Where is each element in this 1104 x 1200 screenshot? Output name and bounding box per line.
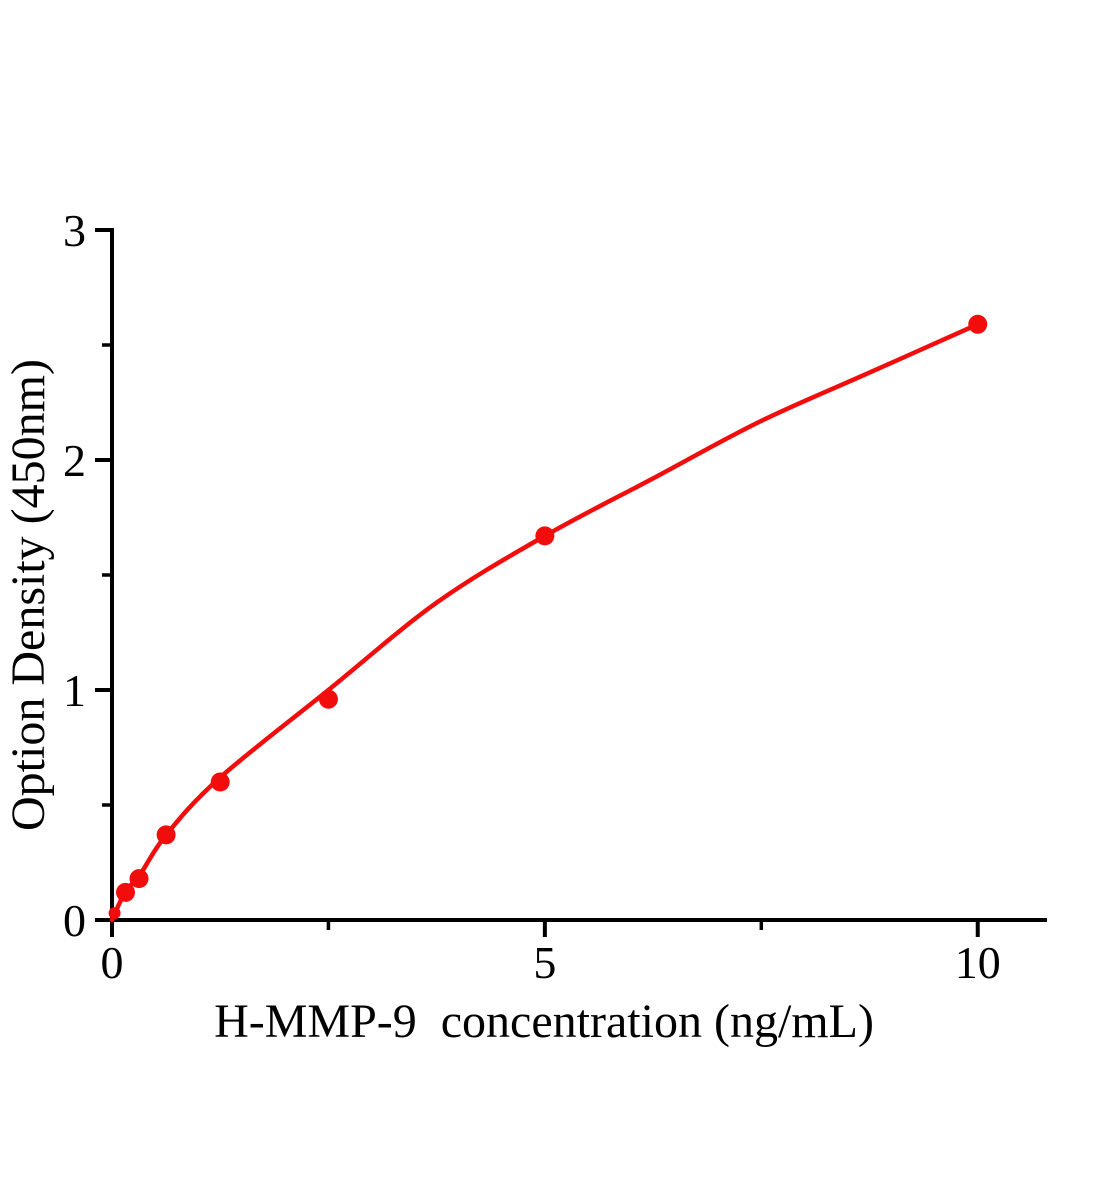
- y-axis-title: Option Density (450nm): [2, 359, 55, 831]
- x-axis-title: H-MMP-9 concentration (ng/mL): [214, 995, 874, 1048]
- x-tick-label: 0: [101, 937, 124, 988]
- data-point: [535, 526, 555, 546]
- data-point: [129, 869, 149, 889]
- data-point: [210, 772, 230, 792]
- data-point: [116, 882, 136, 902]
- x-tick-label: 10: [955, 937, 1001, 988]
- data-point: [318, 689, 338, 709]
- tick-labels: 0 5 10 0 1 2 3: [63, 205, 1001, 988]
- y-tick-label: 1: [63, 665, 86, 716]
- data-point: [156, 825, 176, 845]
- data-series: [108, 314, 988, 923]
- y-tick-label: 2: [63, 435, 86, 486]
- y-tick-label: 0: [63, 895, 86, 946]
- axes: [95, 228, 1047, 937]
- y-tick-label: 3: [63, 205, 86, 256]
- data-point: [968, 314, 988, 334]
- fit-curve: [109, 322, 980, 923]
- data-point-origin: [108, 907, 121, 920]
- x-tick-label: 5: [533, 937, 556, 988]
